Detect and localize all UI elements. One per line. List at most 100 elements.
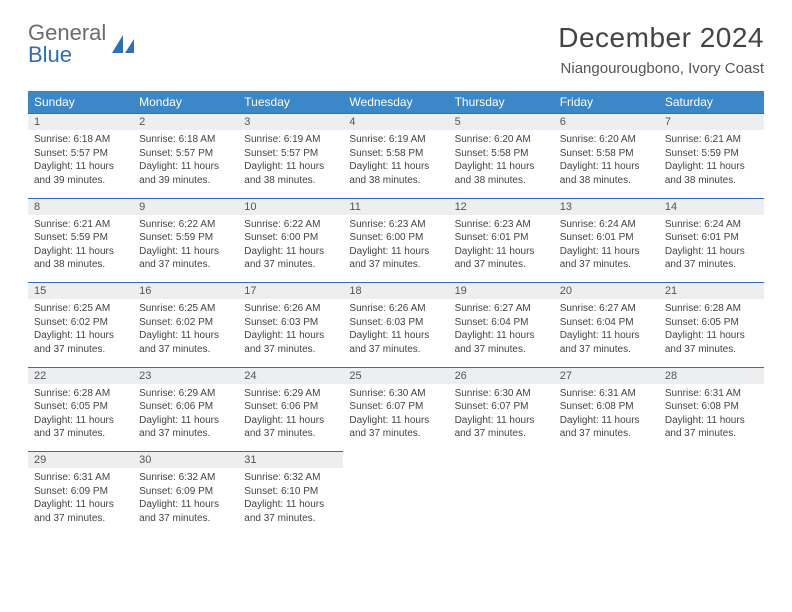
day-content-row: Sunrise: 6:25 AMSunset: 6:02 PMDaylight:… (28, 299, 764, 367)
weekday-header-row: Sunday Monday Tuesday Wednesday Thursday… (28, 91, 764, 114)
day-content-row: Sunrise: 6:31 AM Sunset: 6:09 PM Daylight:… (28, 468, 764, 536)
day-content-row: Sunrise: 6:18 AMSunset: 5:57 PMDaylight:… (28, 130, 764, 198)
day-number: 21 (659, 283, 764, 300)
daylight-text-2: and 39 minutes. (139, 174, 232, 188)
sunset-text: Sunset: 6:08 PM (560, 400, 653, 414)
day-number: 4 (343, 114, 448, 131)
sunrise-text: Sunrise: 6:20 AM (560, 133, 653, 147)
daylight-text-1: Daylight: 11 hours (665, 329, 758, 343)
sunset-text: Sunset: 5:57 PM (139, 147, 232, 161)
daylight-text-1: Daylight: 11 hours (560, 329, 653, 343)
sunset-text: Sunset: 6:00 PM (244, 231, 337, 245)
calendar-page: General Blue December 2024 Niangourougbo… (0, 0, 792, 558)
sunrise-text: Sunrise: 6:22 AM (244, 218, 337, 232)
daylight-text-1: Daylight: 11 hours (349, 160, 442, 174)
day-cell: Sunrise: 6:30 AMSunset: 6:07 PMDaylight:… (449, 384, 554, 452)
weekday-header: Saturday (659, 91, 764, 114)
daylight-text-1: Daylight: 11 hours (34, 160, 127, 174)
brand-text: General Blue (28, 22, 106, 66)
weekday-header: Tuesday (238, 91, 343, 114)
day-cell: Sunrise: 6:24 AMSunset: 6:01 PMDaylight:… (659, 215, 764, 283)
day-cell: Sunrise: 6:29 AMSunset: 6:06 PMDaylight:… (238, 384, 343, 452)
day-content-row: Sunrise: 6:21 AMSunset: 5:59 PMDaylight:… (28, 215, 764, 283)
day-cell: Sunrise: 6:18 AMSunset: 5:57 PMDaylight:… (133, 130, 238, 198)
day-number: 17 (238, 283, 343, 300)
daylight-text-1: Daylight: 11 hours (349, 245, 442, 259)
day-number: 27 (554, 367, 659, 384)
daylight-text-2: and 37 minutes. (455, 427, 548, 441)
sunset-text: Sunset: 5:59 PM (34, 231, 127, 245)
daylight-text-2: and 37 minutes. (139, 258, 232, 272)
sunrise-text: Sunrise: 6:18 AM (139, 133, 232, 147)
sunrise-text: Sunrise: 6:30 AM (349, 387, 442, 401)
daylight-text-2: and 38 minutes. (455, 174, 548, 188)
sunset-text: Sunset: 5:57 PM (244, 147, 337, 161)
daylight-text-1: Daylight: 11 hours (244, 245, 337, 259)
daylight-text-1: Daylight: 11 hours (139, 329, 232, 343)
sunset-text: Sunset: 6:03 PM (244, 316, 337, 330)
sunrise-text: Sunrise: 6:28 AM (34, 387, 127, 401)
daylight-text-1: Daylight: 11 hours (139, 160, 232, 174)
sunrise-text: Sunrise: 6:24 AM (560, 218, 653, 232)
sunset-text: Sunset: 6:01 PM (665, 231, 758, 245)
sunset-text: Sunset: 6:02 PM (34, 316, 127, 330)
daylight-text-1: Daylight: 11 hours (244, 498, 337, 512)
daylight-text-2: and 38 minutes. (560, 174, 653, 188)
day-cell: Sunrise: 6:19 AMSunset: 5:58 PMDaylight:… (343, 130, 448, 198)
daylight-text-1: Daylight: 11 hours (244, 329, 337, 343)
sunrise-text: Sunrise: 6:18 AM (34, 133, 127, 147)
day-number: 23 (133, 367, 238, 384)
daylight-text-1: Daylight: 11 hours (349, 329, 442, 343)
weekday-header: Monday (133, 91, 238, 114)
sunrise-text: Sunrise: 6:29 AM (139, 387, 232, 401)
title-block: December 2024 Niangourougbono, Ivory Coa… (558, 22, 764, 77)
day-cell: Sunrise: 6:25 AMSunset: 6:02 PMDaylight:… (28, 299, 133, 367)
sunrise-text: Sunrise: 6:31 AM (34, 471, 127, 485)
day-cell: Sunrise: 6:31 AMSunset: 6:08 PMDaylight:… (554, 384, 659, 452)
day-number: 15 (28, 283, 133, 300)
day-number: 13 (554, 198, 659, 215)
daylight-text-2: and 38 minutes. (349, 174, 442, 188)
daylight-text-2: and 37 minutes. (244, 343, 337, 357)
daylight-text-2: and 37 minutes. (34, 343, 127, 357)
day-number (554, 452, 659, 469)
sunset-text: Sunset: 6:08 PM (665, 400, 758, 414)
daylight-text-1: Daylight: 11 hours (455, 160, 548, 174)
day-number: 28 (659, 367, 764, 384)
day-cell: Sunrise: 6:30 AMSunset: 6:07 PMDaylight:… (343, 384, 448, 452)
day-number (343, 452, 448, 469)
day-number: 29 (28, 452, 133, 469)
day-cell: Sunrise: 6:21 AMSunset: 5:59 PMDaylight:… (659, 130, 764, 198)
day-cell: Sunrise: 6:27 AMSunset: 6:04 PMDaylight:… (554, 299, 659, 367)
sunrise-text: Sunrise: 6:29 AM (244, 387, 337, 401)
day-cell: Sunrise: 6:32 AMSunset: 6:10 PMDaylight:… (238, 468, 343, 536)
daylight-text-2: and 37 minutes. (349, 258, 442, 272)
header: General Blue December 2024 Niangourougbo… (28, 22, 764, 77)
day-number: 10 (238, 198, 343, 215)
day-cell: Sunrise: 6:23 AMSunset: 6:00 PMDaylight:… (343, 215, 448, 283)
sunset-text: Sunset: 6:03 PM (349, 316, 442, 330)
day-cell: Sunrise: 6:28 AMSunset: 6:05 PMDaylight:… (28, 384, 133, 452)
sunset-text: Sunset: 6:04 PM (455, 316, 548, 330)
day-cell: Sunrise: 6:31 AMSunset: 6:09 PMDaylight:… (28, 468, 133, 536)
sunset-text: Sunset: 6:09 PM (139, 485, 232, 499)
day-cell: Sunrise: 6:22 AMSunset: 6:00 PMDaylight:… (238, 215, 343, 283)
sunset-text: Sunset: 6:01 PM (455, 231, 548, 245)
daylight-text-1: Daylight: 11 hours (455, 329, 548, 343)
day-number: 11 (343, 198, 448, 215)
calendar-body: 1234567Sunrise: 6:18 AMSunset: 5:57 PMDa… (28, 114, 764, 537)
day-cell: Sunrise: 6:32 AMSunset: 6:09 PMDaylight:… (133, 468, 238, 536)
sunrise-text: Sunrise: 6:20 AM (455, 133, 548, 147)
day-cell: Sunrise: 6:26 AMSunset: 6:03 PMDaylight:… (343, 299, 448, 367)
sunset-text: Sunset: 6:07 PM (349, 400, 442, 414)
day-number (449, 452, 554, 469)
sail-icon (110, 33, 136, 55)
day-cell: Sunrise: 6:21 AMSunset: 5:59 PMDaylight:… (28, 215, 133, 283)
daylight-text-1: Daylight: 11 hours (560, 414, 653, 428)
day-cell: Sunrise: 6:20 AMSunset: 5:58 PMDaylight:… (449, 130, 554, 198)
day-number-row: 891011121314 (28, 198, 764, 215)
daylight-text-2: and 37 minutes. (665, 343, 758, 357)
sunset-text: Sunset: 6:02 PM (139, 316, 232, 330)
sunset-text: Sunset: 6:05 PM (665, 316, 758, 330)
sunrise-text: Sunrise: 6:27 AM (455, 302, 548, 316)
